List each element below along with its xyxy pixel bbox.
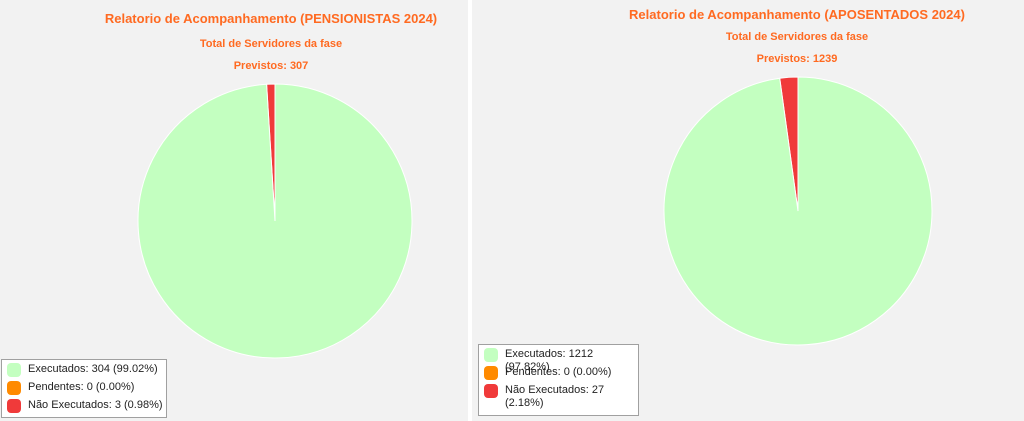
legend-item-pendentes: Pendentes: 0 (0.00%) — [484, 366, 611, 380]
legend-swatch-nao-executados — [484, 384, 498, 398]
legend-swatch-nao-executados — [7, 399, 21, 413]
legend-label: Pendentes: 0 (0.00%) — [505, 366, 612, 378]
chart-previstos: Previstos: 1239 — [756, 53, 838, 65]
panel-divider — [468, 0, 472, 421]
legend-pensionistas: Executados: 304 (99.02%) Pendentes: 0 (0… — [1, 359, 167, 418]
legend-item-nao-executados: Não Executados: 27 (2.18%) — [484, 384, 604, 410]
chart-subtitle: Total de Servidores da fase — [199, 38, 343, 50]
legend-item-executados: Executados: 304 (99.02%) — [7, 363, 158, 377]
legend-swatch-pendentes — [7, 381, 21, 395]
legend-swatch-executados — [7, 363, 21, 377]
legend-label: Executados: 304 (99.02%) — [28, 363, 158, 375]
pie-chart-aposentados — [663, 76, 933, 346]
pie-slice-executados[interactable] — [137, 83, 413, 359]
legend-label: Pendentes: 0 (0.00%) — [28, 381, 135, 393]
chart-title: Relatorio de Acompanhamento (PENSIONISTA… — [104, 11, 438, 26]
legend-label-cont: (2.18%) — [505, 397, 544, 409]
legend-item-pendentes: Pendentes: 0 (0.00%) — [7, 381, 134, 395]
legend-label: Não Executados: 27 — [505, 384, 605, 396]
legend-swatch-executados — [484, 348, 498, 362]
legend-label: Não Executados: 3 (0.98%) — [28, 399, 163, 411]
legend-item-executados: Executados: 1212 (97.82%) — [484, 348, 638, 374]
legend-aposentados: Executados: 1212 (97.82%) Pendentes: 0 (… — [478, 344, 639, 416]
legend-label-group: Não Executados: 27 (2.18%) — [505, 384, 604, 410]
legend-item-nao-executados: Não Executados: 3 (0.98%) — [7, 399, 163, 413]
pie-slice-executados[interactable] — [663, 76, 933, 346]
chart-previstos: Previstos: 307 — [233, 60, 309, 72]
legend-swatch-pendentes — [484, 366, 498, 380]
legend-label: Executados: 1212 (97.82%) — [505, 348, 594, 373]
chart-title: Relatorio de Acompanhamento (APOSENTADOS… — [629, 7, 965, 22]
pie-chart-pensionistas — [137, 83, 413, 359]
chart-subtitle: Total de Servidores da fase — [725, 31, 869, 43]
